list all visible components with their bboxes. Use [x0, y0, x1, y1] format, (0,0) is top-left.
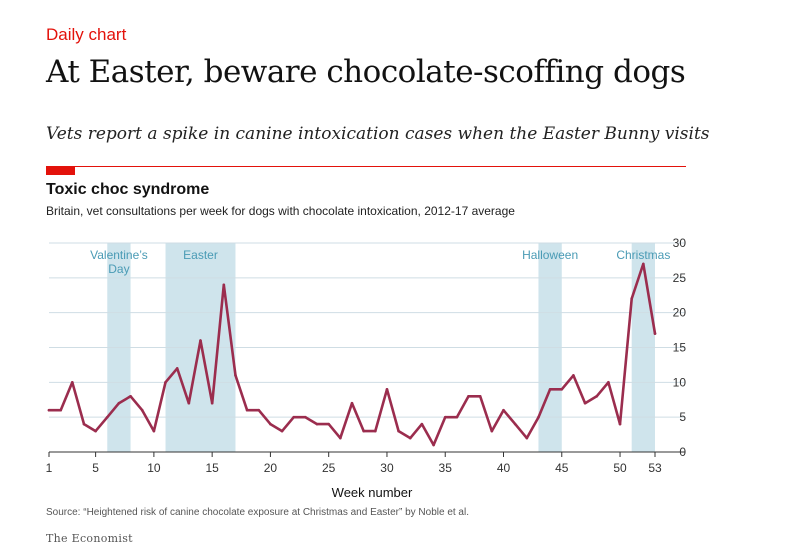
data-point [315, 422, 319, 426]
series-line [47, 262, 657, 447]
x-tick-label: 40 [497, 461, 511, 475]
x-tick-label: 20 [264, 461, 278, 475]
data-point [385, 388, 389, 391]
data-point [420, 422, 424, 426]
x-tick-label: 5 [92, 461, 99, 475]
data-point [478, 394, 482, 398]
data-point [467, 394, 470, 398]
data-point [94, 429, 97, 433]
x-tick-label: 15 [205, 461, 219, 475]
x-tick-label: 50 [613, 461, 627, 475]
data-point [269, 422, 272, 426]
data-point [653, 332, 657, 335]
data-point [560, 388, 564, 391]
x-axis-title: Week number [332, 485, 413, 500]
headline: At Easter, beware chocolate-scoffing dog… [46, 54, 686, 90]
data-point [642, 262, 645, 266]
data-point [47, 408, 51, 412]
data-point [350, 401, 354, 405]
data-point [257, 408, 261, 412]
chart-title: Toxic choc syndrome [46, 181, 210, 198]
y-tick-label: 30 [673, 236, 687, 250]
data-point [490, 429, 494, 433]
data-point [408, 436, 412, 440]
data-point [397, 429, 400, 433]
data-point [374, 429, 377, 433]
data-point [443, 415, 447, 419]
data-point [175, 367, 179, 370]
holiday-band-label: Day [108, 262, 129, 276]
data-point [105, 415, 109, 419]
data-point [59, 408, 62, 412]
holiday-band-label: Valentine’s [90, 248, 148, 262]
data-point [525, 436, 529, 440]
source-note: Source: “Heightened risk of canine choco… [46, 507, 469, 518]
data-point [245, 408, 249, 412]
data-point [292, 415, 296, 419]
data-point [199, 339, 202, 342]
data-point [327, 422, 330, 426]
y-tick-label: 10 [673, 375, 687, 389]
kicker: Daily chart [46, 25, 127, 44]
data-point [222, 283, 226, 287]
x-tick-label: 45 [555, 461, 569, 475]
data-point [129, 394, 132, 398]
y-tick-label: 15 [673, 341, 687, 355]
data-point [187, 401, 191, 405]
data-point [152, 429, 156, 433]
x-tick-label: 1 [46, 461, 53, 475]
x-tick-label: 53 [648, 461, 662, 475]
data-point [82, 422, 86, 426]
data-point [432, 443, 435, 447]
y-tick-label: 25 [673, 271, 687, 285]
holiday-band-label: Christmas [616, 248, 670, 262]
x-tick-label: 10 [147, 461, 161, 475]
standfirst: Vets report a spike in canine intoxicati… [46, 124, 710, 144]
red-rule-tag [46, 167, 75, 175]
holiday-band-label: Easter [183, 248, 218, 262]
data-point [304, 415, 307, 419]
data-point [339, 436, 342, 440]
y-tick-label: 5 [679, 410, 686, 424]
x-tick-label: 25 [322, 461, 336, 475]
data-point [234, 374, 237, 377]
data-point [513, 422, 517, 426]
data-point [362, 429, 365, 433]
data-point [210, 401, 214, 405]
data-point [455, 415, 459, 419]
data-point [71, 381, 74, 384]
x-tick-label: 35 [439, 461, 453, 475]
data-point [537, 415, 540, 419]
data-point [572, 374, 575, 377]
data-point [140, 408, 144, 412]
red-rule [46, 166, 686, 167]
data-point [548, 388, 552, 391]
data-point [618, 422, 622, 426]
data-point [502, 408, 505, 412]
data-point [607, 381, 610, 384]
data-point [583, 401, 587, 405]
y-tick-label: 20 [673, 306, 687, 320]
data-point [630, 297, 633, 301]
holiday-band-label: Halloween [522, 248, 578, 262]
x-tick-label: 30 [380, 461, 394, 475]
data-point [280, 429, 284, 433]
chart-subtitle: Britain, vet consultations per week for … [46, 204, 515, 218]
brand-logo-text: The Economist [46, 532, 133, 545]
data-point [595, 394, 599, 398]
data-point [117, 401, 121, 405]
data-point [164, 381, 167, 384]
